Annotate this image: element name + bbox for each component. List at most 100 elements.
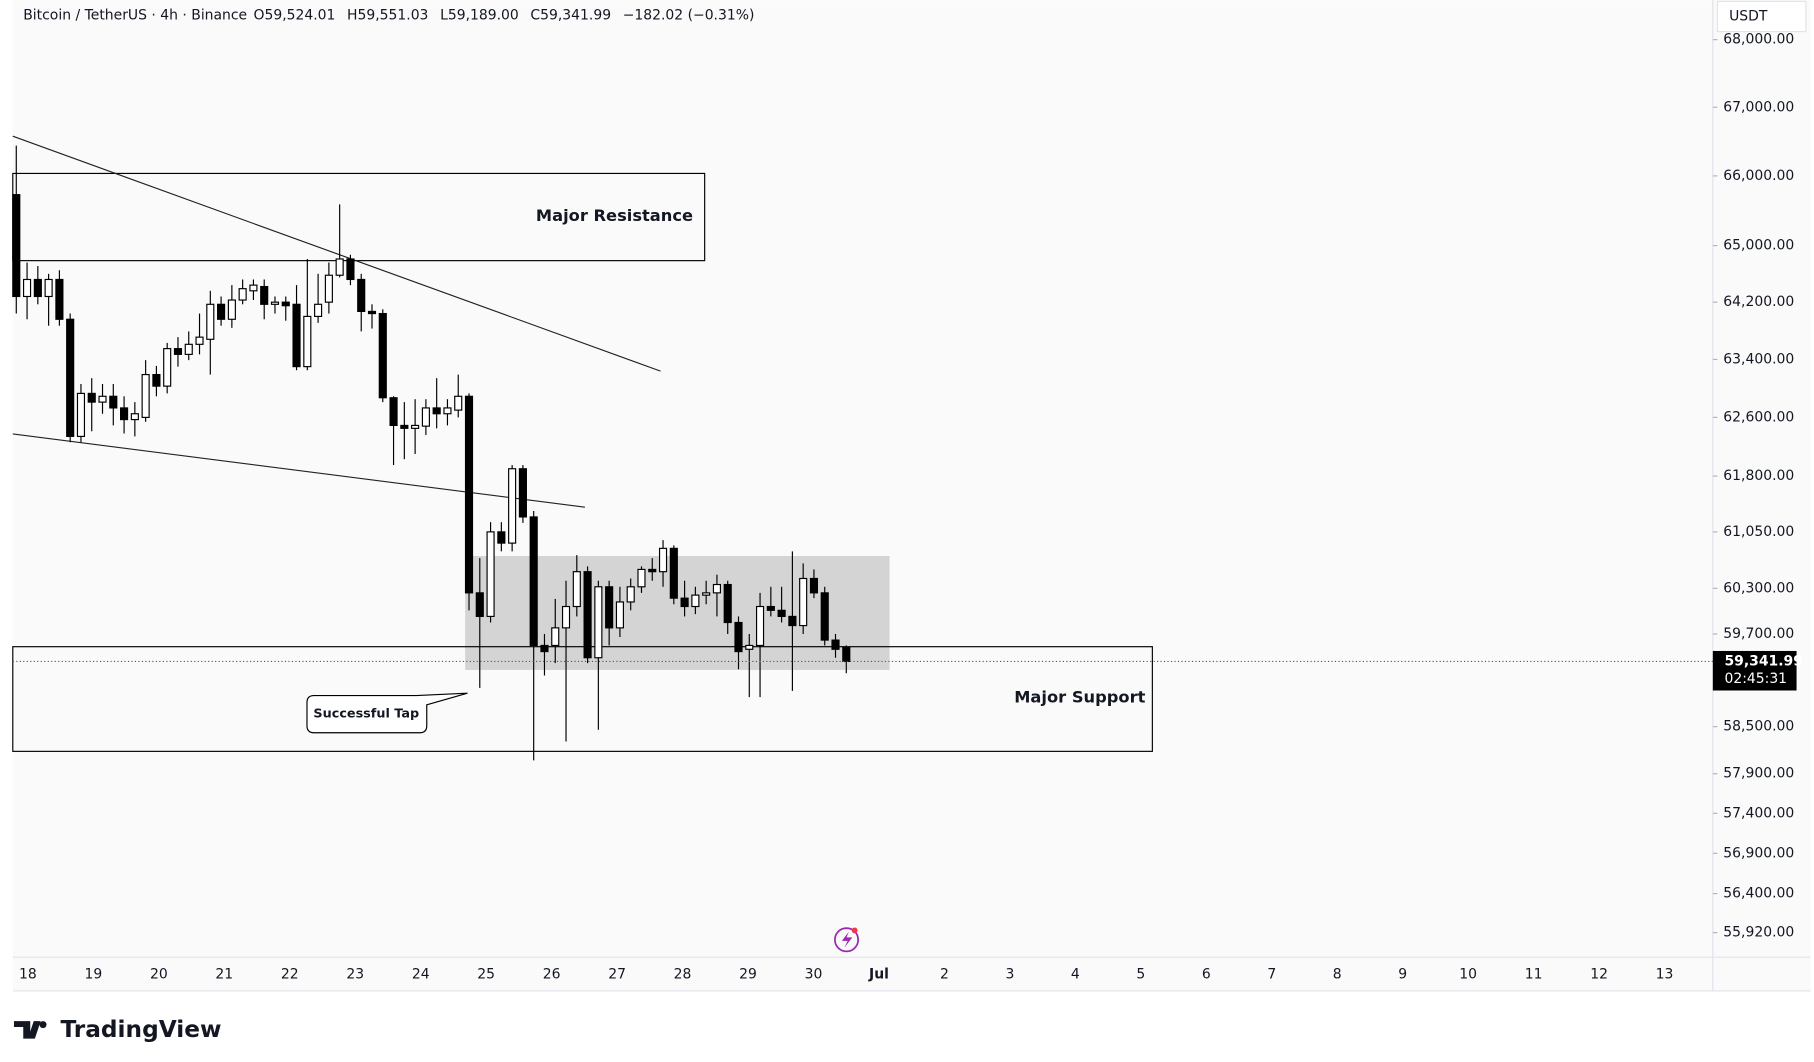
events-dot [851,927,858,934]
candle-body [346,258,355,281]
y-tick-label: 60,300.00 [1723,580,1794,596]
x-tick-label: 28 [674,967,692,983]
candle-body [378,312,387,399]
currency: USDT [1729,8,1768,24]
trendline-upper[interactable] [12,135,661,372]
candle-body [680,597,689,608]
x-tick-label: 9 [1398,967,1407,983]
price-tag-label: 59,341.99 [1724,653,1802,669]
x-tick-label: 18 [19,967,37,983]
x-tick-label: 29 [739,967,757,983]
y-tick-label: 59,700.00 [1723,626,1794,642]
y-tick-label: 61,050.00 [1723,524,1794,540]
resistance-label: Major Resistance [536,206,693,225]
legend-value: H59,551.03 [347,7,428,23]
candle-body [195,336,204,345]
legend-value: C59,341.99 [530,7,611,23]
trendline-lower[interactable] [12,433,585,508]
legend-value: L59,189.00 [440,7,519,23]
y-tick-label: 56,900.00 [1723,845,1794,861]
brand-logo[interactable]: TradingView [13,1016,222,1043]
candle-body [303,315,312,368]
candle-body [421,407,430,427]
candle-body [12,194,21,298]
candle-body [130,413,139,421]
candle-body [831,639,840,650]
candle-body [766,605,775,611]
candle-body [33,278,42,298]
callout[interactable] [306,692,468,734]
candle-body [734,621,743,653]
candle-body [799,577,808,627]
candle-body [540,644,549,653]
candle-body [357,278,366,313]
x-tick-label: 30 [805,967,823,983]
candle-body [594,586,603,659]
candle-body [432,407,441,415]
candle-body [475,592,484,617]
candle-body [173,348,183,355]
support-box[interactable] [12,646,1153,752]
x-tick-label: 20 [150,967,168,983]
x-tick-label: 12 [1590,967,1608,983]
x-tick-label: 11 [1525,967,1543,983]
candle-body [486,531,495,617]
candle-body [238,288,247,301]
candle-body [529,516,538,647]
x-tick-label: 8 [1333,967,1342,983]
legend-value: O59,524.01 [253,7,335,23]
candle-body [44,278,53,298]
x-tick-label: 6 [1202,967,1211,983]
candle-body [55,278,64,320]
candle-body [120,407,129,421]
logo-dot [39,1021,47,1029]
y-tick-label: 58,500.00 [1723,719,1794,735]
candle-body [648,568,657,573]
candle-body [227,299,236,320]
candle-body [615,601,624,629]
candle-body [658,547,668,573]
x-tick-label: 25 [477,967,495,983]
candle-body [292,303,301,368]
events-bolt [841,931,853,948]
candle-body [163,348,172,387]
candle-body [518,468,527,518]
candle-body [809,577,819,594]
x-tick-label: 7 [1267,967,1276,983]
candle-body [98,395,107,403]
y-tick-label: 61,800.00 [1723,468,1794,484]
candle-body [454,395,463,411]
symbol-title: Bitcoin / TetherUS · 4h · Binance [23,7,247,23]
candles [12,145,851,761]
candle-body [745,644,754,650]
candle-body [184,343,193,355]
candle-body [723,583,732,624]
x-tick-label: 26 [543,967,561,983]
x-tick-label: 5 [1136,967,1145,983]
countdown-label: 02:45:31 [1724,671,1787,687]
candle-body [152,373,161,387]
candle-body [411,424,420,429]
candle-body [281,301,290,307]
candle-body [712,583,722,594]
candle-body [217,303,226,320]
x-tick-label: 21 [215,967,233,983]
x-tick-label: 24 [412,967,430,983]
candle-body [443,407,452,415]
y-tick-label: 67,000.00 [1723,99,1794,115]
candle-body [755,605,765,647]
x-tick-label: 22 [281,967,299,983]
candle-body [260,285,269,305]
candle-body [508,468,517,544]
currency-box[interactable] [1716,0,1807,33]
candle-body [367,310,377,315]
brand-name: TradingView [60,1016,221,1043]
candle-body [400,424,409,429]
y-tick-label: 55,920.00 [1723,925,1794,941]
candle-body [777,609,786,617]
events-icon[interactable] [834,927,860,953]
y-tick-label: 66,000.00 [1723,168,1794,184]
candle-body [626,586,635,603]
candle-body [583,571,592,659]
